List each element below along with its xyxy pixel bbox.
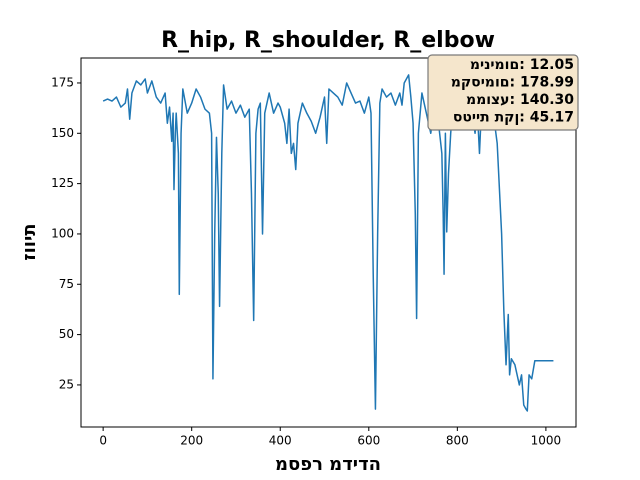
stats-line: סטיית תקן: 45.17: [453, 110, 574, 126]
y-tick-label: 100: [51, 226, 74, 240]
y-tick-label: 75: [59, 277, 74, 291]
y-tick-label: 175: [51, 75, 74, 89]
x-tick-label: 0: [99, 434, 107, 448]
x-tick-label: 800: [446, 434, 469, 448]
x-tick-label: 200: [180, 434, 203, 448]
chart-title: R_hip, R_shoulder, R_elbow: [161, 28, 495, 53]
x-tick-label: 600: [357, 434, 380, 448]
axes-frame: [80, 57, 577, 428]
stats-line: מינימום: 12.05: [470, 57, 574, 73]
y-axis-label: זווית: [19, 223, 40, 260]
stats-line: מקסימום: 178.99: [451, 75, 574, 91]
y-tick-label: 50: [59, 327, 74, 341]
x-tick-label: 1000: [531, 434, 562, 448]
x-tick-label: 400: [269, 434, 292, 448]
y-tick-label: 125: [51, 176, 74, 190]
stats-box: [427, 54, 579, 131]
y-tick-label: 25: [59, 377, 74, 391]
y-tick-label: 150: [51, 126, 74, 140]
stats-line: ממוצע: 140.30: [466, 92, 574, 108]
x-axis-label: מספר מדידה: [275, 454, 381, 475]
